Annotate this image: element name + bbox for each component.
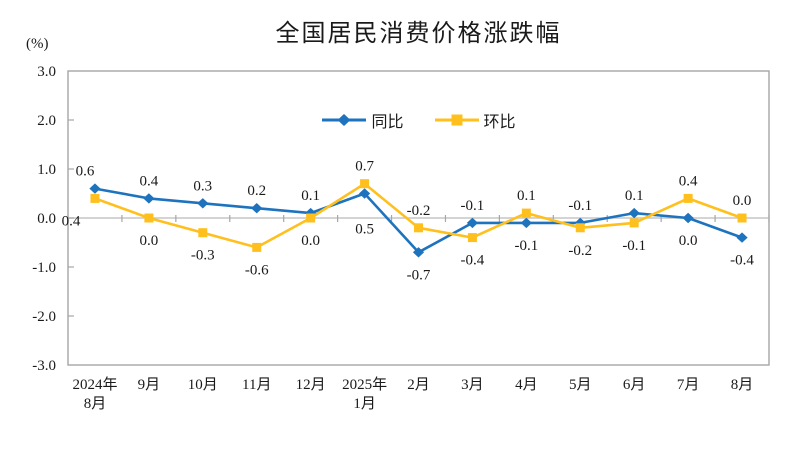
data-label: -0.1 — [514, 238, 538, 254]
series-marker-square — [629, 218, 639, 228]
x-axis-category-label: 3月 — [461, 377, 484, 393]
data-label: -0.1 — [622, 238, 646, 254]
y-axis-tick-label: 2.0 — [37, 113, 56, 129]
data-label: 0.2 — [247, 183, 266, 199]
y-axis-tick-label: 1.0 — [37, 162, 56, 178]
series-marker-diamond — [682, 212, 694, 224]
data-label: 0.4 — [140, 173, 159, 189]
x-axis-category-label: 11月 — [242, 377, 271, 393]
y-axis-unit-label: (%) — [26, 36, 49, 52]
data-label: -0.4 — [461, 253, 485, 269]
x-axis-category-label: 1月 — [353, 396, 376, 412]
series-marker-square — [90, 193, 100, 203]
data-label: 0.0 — [140, 233, 159, 249]
data-label: 0.7 — [355, 159, 374, 175]
huanbi-line-square-icon — [434, 113, 480, 127]
data-label: -0.1 — [461, 198, 485, 214]
y-axis-tick-label: -1.0 — [32, 260, 56, 276]
y-axis-tick-label: 3.0 — [37, 64, 56, 80]
series-marker-diamond — [412, 247, 425, 258]
data-label: -0.7 — [407, 267, 431, 283]
data-label: 0.1 — [301, 188, 320, 204]
y-axis-tick-label: -2.0 — [32, 309, 56, 325]
data-label: 0.0 — [733, 193, 752, 209]
x-axis-category-label: 2024年 — [72, 376, 117, 393]
tongbi-line-diamond-icon — [321, 113, 367, 127]
data-label: -0.1 — [568, 198, 592, 214]
x-axis-category-label: 7月 — [677, 377, 700, 393]
x-axis-category-label: 12月 — [296, 377, 326, 393]
series-marker-square — [683, 193, 693, 203]
series-marker-diamond — [736, 232, 748, 243]
y-axis-tick-label: 0.0 — [37, 211, 56, 227]
data-label: 0.1 — [625, 188, 644, 204]
series-marker-diamond — [520, 217, 532, 229]
data-label: -0.6 — [245, 262, 269, 278]
data-label: 0.1 — [517, 188, 536, 204]
chart-legend: 同比 环比 — [68, 108, 769, 132]
legend-item-tongbi: 同比 — [321, 108, 404, 132]
chart-title: 全国居民消费价格涨跌幅 — [275, 21, 562, 47]
x-axis-category-label: 8月 — [84, 396, 107, 412]
data-label: -0.2 — [568, 243, 592, 259]
data-label: 0.3 — [193, 178, 212, 194]
series-marker-diamond — [358, 188, 371, 199]
x-axis-category-label: 5月 — [569, 377, 592, 393]
x-axis-category-label: 6月 — [623, 377, 646, 393]
x-axis-category-label: 2月 — [407, 377, 430, 393]
series-marker-square — [306, 213, 316, 223]
data-label: 0.5 — [355, 222, 374, 238]
series-marker-square — [414, 223, 423, 233]
series-marker-diamond — [89, 183, 101, 194]
series-marker-square — [252, 242, 262, 252]
legend-item-huanbi: 环比 — [434, 108, 516, 132]
series-marker-diamond — [251, 203, 263, 214]
x-axis-category-label: 8月 — [731, 377, 754, 393]
series-marker-square — [198, 228, 208, 238]
y-axis-tick-label: -3.0 — [32, 358, 56, 374]
series-marker-square — [575, 223, 585, 233]
x-axis-category-label: 9月 — [138, 377, 161, 393]
data-label: -0.3 — [191, 248, 215, 264]
data-label: 0.0 — [301, 233, 320, 249]
series-marker-diamond — [197, 198, 209, 209]
series-marker-diamond — [628, 207, 640, 219]
series-marker-diamond — [305, 207, 317, 219]
x-axis-category-label: 2025年 — [342, 376, 387, 393]
series-marker-square — [737, 213, 747, 223]
series-marker-square — [467, 233, 477, 243]
data-label: 0.0 — [679, 233, 698, 249]
legend-label-tongbi: 同比 — [371, 114, 404, 131]
data-label: -0.4 — [730, 253, 754, 269]
legend-label-huanbi: 环比 — [483, 114, 516, 131]
data-label: 0.4 — [679, 173, 698, 189]
series-marker-diamond — [143, 193, 155, 204]
series-marker-square — [360, 179, 370, 189]
series-marker-square — [144, 213, 154, 223]
series-marker-square — [521, 208, 531, 218]
data-label: 0.6 — [76, 164, 95, 180]
x-axis-category-label: 4月 — [515, 377, 538, 393]
data-label: 0.4 — [62, 213, 81, 229]
x-axis-category-label: 10月 — [188, 377, 218, 393]
data-label: -0.2 — [407, 203, 431, 219]
series-marker-diamond — [466, 217, 479, 229]
